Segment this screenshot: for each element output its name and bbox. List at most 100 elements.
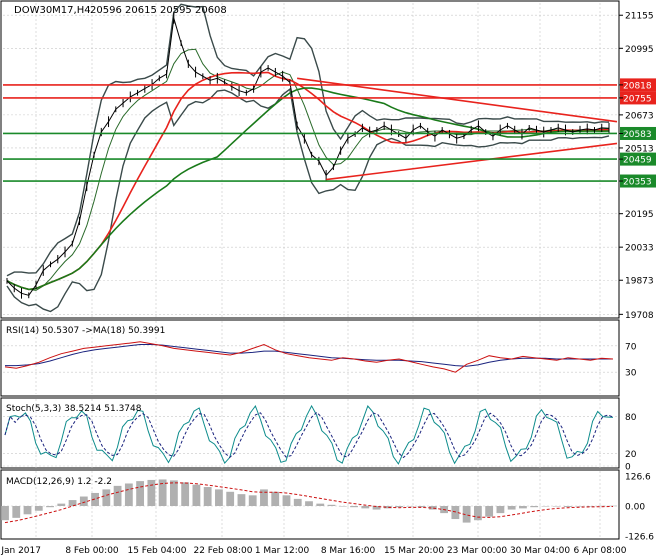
macd-tick-label: -126.6: [625, 533, 654, 543]
price-tick-label: 20673: [625, 111, 654, 121]
x-tick-label: 1 Mar 12:00: [255, 546, 310, 556]
macd-histogram-bar: [192, 484, 201, 506]
macd-histogram-bar: [169, 480, 178, 506]
macd-histogram-bar: [113, 485, 122, 506]
macd-histogram-bar: [124, 483, 133, 506]
bollinger-lower-band: [6, 87, 610, 313]
macd-histogram-bar: [79, 496, 88, 506]
price-tick-label: 19873: [625, 277, 654, 287]
x-tick-label: 23 Mar 00:00: [447, 546, 507, 556]
level-price-badge: [620, 174, 656, 188]
level-price-badge: [620, 78, 656, 92]
price-tick-label: 20195: [625, 210, 654, 220]
price-tick-label: 21155: [625, 12, 654, 22]
ohlc-readout: 20596 20615 20595 20608: [90, 5, 227, 16]
moving-average-green: [6, 87, 610, 291]
macd-histogram-bar: [575, 506, 584, 507]
macd-histogram-bar: [57, 503, 66, 506]
rsi-tick-label: 70: [625, 342, 637, 352]
macd-histogram-bar: [541, 506, 550, 507]
macd-label: MACD(12,26,9) 1.2 -2.2: [6, 477, 112, 487]
bollinger-upper-band: [6, 3, 610, 277]
price-series: [6, 3, 618, 313]
macd-histogram-bar: [564, 506, 572, 507]
stoch-tick-label: 0: [625, 463, 631, 473]
x-tick-label: 22 Feb 08:00: [193, 546, 252, 556]
macd-histogram-bar: [462, 506, 471, 523]
macd-histogram-bar: [237, 494, 246, 506]
macd-histogram-bar: [417, 506, 426, 508]
chart-symbol: DOW30M17,H4: [14, 5, 91, 16]
macd-histogram-bar: [338, 506, 347, 507]
rsi-tick-label: 30: [625, 369, 637, 379]
macd-histogram-bar: [68, 500, 77, 506]
x-tick-label: 8 Feb 00:00: [65, 546, 119, 556]
macd-histogram-bar: [361, 506, 370, 509]
macd-histogram-bar: [395, 506, 403, 508]
stoch-tick-label: 20: [625, 450, 637, 460]
price-tick-label: 20513: [625, 144, 654, 154]
macd-histogram-bar: [226, 491, 235, 506]
macd-histogram-bar: [158, 479, 167, 506]
macd-tick-label: 126.6: [625, 473, 651, 483]
macd-histogram-bar: [609, 505, 617, 507]
level-price-label: 20818: [623, 81, 652, 91]
macd-histogram-bar: [406, 506, 415, 507]
stoch-series: [4, 404, 614, 465]
macd-histogram-bar: [91, 492, 99, 506]
x-tick-label: 30 Mar 04:00: [510, 546, 570, 556]
price-tick-label: 19708: [625, 311, 654, 321]
macd-histogram-bar: [271, 491, 280, 506]
rsi-label: RSI(14) 50.5307 ->MA(18) 50.3991: [6, 326, 165, 336]
x-tick-label: 8 Mar 16:00: [321, 546, 376, 556]
macd-histogram-bar: [485, 506, 494, 517]
macd-histogram-bar: [181, 482, 190, 506]
macd-histogram-bar: [34, 506, 43, 511]
level-price-badge: [620, 152, 656, 166]
macd-histogram-bar: [215, 489, 223, 506]
macd-signal-line: [4, 482, 614, 524]
macd-histogram-bar: [428, 506, 437, 510]
macd-histogram-bar: [260, 489, 268, 506]
macd-histogram-bar: [46, 506, 54, 508]
stoch-label: Stoch(5,3,3) 38.5214 51.3748: [6, 404, 142, 414]
macd-histogram-bar: [102, 489, 111, 506]
macd-histogram-bar: [327, 504, 336, 506]
level-price-badge: [620, 91, 656, 105]
moving-average-red: [6, 71, 610, 291]
macd-histogram-bar: [305, 501, 313, 506]
level-price-label: 20353: [623, 178, 652, 188]
trend-line: [326, 142, 618, 181]
macd-histogram-bar: [248, 495, 257, 506]
macd-tick-label: 0.00: [625, 503, 645, 513]
x-tick-label: 31 Jan 2017: [0, 546, 41, 556]
stoch-tick-label: 80: [625, 413, 637, 423]
macd-histogram-bar: [203, 487, 212, 506]
price-tick-label: 20033: [625, 244, 654, 254]
macd-histogram-bar: [473, 506, 482, 521]
macd-histogram-bar: [316, 503, 325, 506]
level-price-label: 20583: [623, 130, 652, 140]
macd-histogram-bar: [586, 506, 595, 507]
macd-histogram-bar: [293, 498, 302, 506]
price-tick-label: 20995: [625, 45, 654, 55]
macd-histogram-bar: [12, 506, 21, 518]
macd-histogram-bar: [23, 506, 32, 515]
rsi-series: [4, 341, 614, 373]
level-price-label: 20459: [623, 156, 652, 166]
macd-histogram-bar: [282, 495, 291, 506]
macd-histogram-bar: [530, 506, 539, 508]
axis-tick-labels: 31 Jan 2017 8 Feb 00:00 15 Feb 04:00 22 Feb…: [0, 12, 654, 556]
rsi-line: [4, 341, 614, 373]
macd-histogram-bar: [1, 506, 9, 521]
x-tick-label: 6 Apr 08:00: [574, 546, 627, 556]
stoch-main-line: [4, 404, 614, 465]
macd-histogram-bar: [552, 506, 561, 507]
macd-histogram-bar: [451, 506, 460, 520]
support-resistance-levels: 20818 20755 20583 20459 20353: [3, 78, 656, 188]
macd-histogram-bar: [350, 506, 358, 508]
x-tick-label: 15 Feb 04:00: [127, 546, 186, 556]
x-tick-label: 15 Mar 20:00: [384, 546, 444, 556]
macd-histogram-bar: [147, 479, 156, 506]
stoch-signal-line: [4, 411, 614, 459]
